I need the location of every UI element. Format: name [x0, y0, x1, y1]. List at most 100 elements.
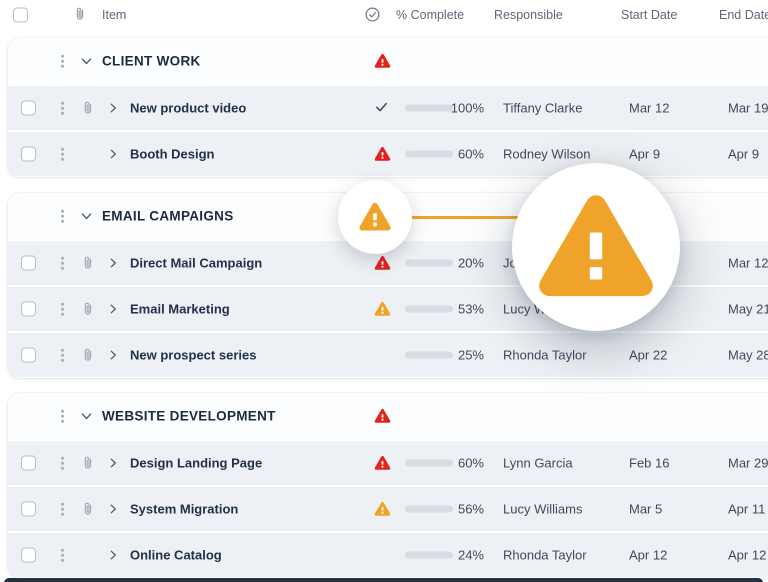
task-row[interactable]: System Migration 56% Lucy Williams Mar 5 Ap…	[8, 487, 768, 531]
end-date-value[interactable]: May 21	[728, 301, 768, 317]
section-warning-icon	[374, 408, 391, 425]
at-risk-warning-icon	[374, 255, 391, 272]
task-name[interactable]: Direct Mail Campaign	[130, 255, 263, 271]
start-date-column-header[interactable]: Start Date	[621, 8, 678, 22]
row-checkbox[interactable]	[21, 301, 36, 317]
start-date-value[interactable]: Mar 5	[629, 501, 663, 517]
drag-handle-icon[interactable]	[61, 348, 64, 362]
attachment-column-header[interactable]	[72, 6, 88, 22]
row-checkbox[interactable]	[21, 255, 36, 271]
chevron-right-icon[interactable]	[106, 256, 120, 270]
end-date-value[interactable]: May 28	[728, 347, 768, 363]
at-risk-warning-icon	[374, 146, 391, 163]
percent-complete-value[interactable]: 20%	[457, 255, 484, 271]
chevron-right-icon[interactable]	[106, 101, 120, 115]
drag-handle-icon[interactable]	[61, 502, 64, 516]
task-name[interactable]: Email Marketing	[130, 301, 230, 317]
responsible-value[interactable]: Tiffany Clarke	[503, 100, 583, 116]
chevron-right-icon[interactable]	[106, 502, 120, 516]
percent-complete-value[interactable]: 53%	[457, 301, 484, 317]
start-date-value[interactable]: Mar 12	[629, 100, 670, 116]
drag-handle-icon[interactable]	[61, 409, 64, 423]
drag-handle-icon[interactable]	[61, 456, 64, 470]
percent-complete-value[interactable]: 60%	[457, 146, 484, 162]
task-name[interactable]: Design Landing Page	[130, 455, 263, 471]
end-date-value[interactable]: Apr 12	[728, 547, 767, 563]
end-date-value[interactable]: Apr 9	[728, 146, 760, 162]
warning-icon-magnified	[534, 185, 658, 309]
chevron-down-icon[interactable]	[79, 209, 94, 224]
section-warning-icon	[374, 53, 391, 70]
progress-bar	[405, 305, 453, 313]
task-row[interactable]: Online Catalog 24% Rhonda Taylor Apr 12 Apr …	[8, 533, 768, 577]
row-checkbox[interactable]	[21, 501, 36, 517]
responsible-value[interactable]: Lucy Williams	[503, 501, 583, 517]
paperclip-icon[interactable]	[80, 347, 96, 363]
start-date-value[interactable]: Apr 12	[629, 547, 668, 563]
percent-complete-value[interactable]: 56%	[457, 501, 484, 517]
task-name[interactable]: Booth Design	[130, 146, 215, 162]
start-date-value[interactable]: Apr 22	[629, 347, 668, 363]
drag-handle-icon[interactable]	[61, 256, 64, 270]
start-date-value[interactable]: Feb 16	[629, 455, 670, 471]
responsible-value[interactable]: Rhonda Taylor	[503, 347, 587, 363]
start-date-value[interactable]: Apr 9	[629, 146, 661, 162]
section-header-row[interactable]: WEBSITE DEVELOPMENT	[8, 393, 768, 439]
paperclip-icon[interactable]	[80, 455, 96, 471]
end-date-value[interactable]: Mar 29	[728, 455, 768, 471]
drag-handle-icon[interactable]	[61, 101, 64, 115]
percent-complete-column-header[interactable]: % Complete	[396, 8, 465, 22]
chevron-down-icon[interactable]	[79, 54, 94, 69]
paperclip-icon[interactable]	[80, 301, 96, 317]
percent-complete-value[interactable]: 24%	[457, 547, 484, 563]
responsible-value[interactable]: Rhonda Taylor	[503, 547, 587, 563]
chevron-right-icon[interactable]	[106, 147, 120, 161]
paperclip-icon[interactable]	[80, 255, 96, 271]
percent-complete-value[interactable]: 60%	[457, 455, 484, 471]
task-row[interactable]: Booth Design 60% Rodney Wilson Apr 9 Apr 9	[8, 132, 768, 176]
status-column-header[interactable]	[364, 6, 381, 23]
row-checkbox[interactable]	[21, 100, 36, 116]
chevron-right-icon[interactable]	[106, 548, 120, 562]
row-checkbox[interactable]	[21, 347, 36, 363]
row-checkbox[interactable]	[21, 547, 36, 563]
responsible-column-header[interactable]: Responsible	[494, 8, 563, 22]
chevron-down-icon[interactable]	[79, 409, 94, 424]
item-column-header[interactable]: Item	[102, 8, 127, 22]
task-row[interactable]: Design Landing Page 60% Lynn Garcia Feb 16…	[8, 441, 768, 485]
paperclip-icon[interactable]	[80, 100, 96, 116]
task-name[interactable]: New prospect series	[130, 347, 257, 363]
drag-handle-icon[interactable]	[61, 548, 64, 562]
row-checkbox[interactable]	[21, 146, 36, 162]
end-date-value[interactable]: Apr 11	[728, 501, 766, 517]
drag-handle-icon[interactable]	[61, 147, 64, 161]
chevron-right-icon[interactable]	[106, 348, 120, 362]
paperclip-icon[interactable]	[80, 501, 96, 517]
drag-handle-icon[interactable]	[61, 209, 64, 223]
percent-complete-value[interactable]: 25%	[457, 347, 484, 363]
responsible-value[interactable]: Lynn Garcia	[503, 455, 573, 471]
progress-bar	[405, 104, 453, 112]
section-title[interactable]: WEBSITE DEVELOPMENT	[102, 408, 276, 424]
end-date-value[interactable]: Mar 12	[728, 255, 768, 271]
section-title[interactable]: CLIENT WORK	[102, 53, 201, 69]
task-row[interactable]: New product video 100% Tiffany Clarke Mar …	[8, 86, 768, 130]
drag-handle-icon[interactable]	[61, 54, 64, 68]
task-name[interactable]: Online Catalog	[130, 547, 222, 563]
task-name[interactable]: New product video	[130, 100, 247, 116]
drag-handle-icon[interactable]	[61, 302, 64, 316]
chevron-right-icon[interactable]	[106, 456, 120, 470]
end-date-value[interactable]: Mar 19	[728, 100, 768, 116]
task-row[interactable]: New prospect series 25% Rhonda Taylor Apr 2…	[8, 333, 768, 377]
task-name[interactable]: System Migration	[130, 501, 239, 517]
row-checkbox[interactable]	[21, 455, 36, 471]
callout-connector-line	[408, 216, 558, 219]
responsible-value[interactable]: Rodney Wilson	[503, 146, 591, 162]
complete-check-icon	[374, 100, 391, 117]
chevron-right-icon[interactable]	[106, 302, 120, 316]
percent-complete-value[interactable]: 100%	[450, 100, 484, 116]
section-title[interactable]: EMAIL CAMPAIGNS	[102, 208, 234, 224]
section-header-row[interactable]: CLIENT WORK	[8, 38, 768, 84]
end-date-column-header[interactable]: End Date	[719, 8, 768, 22]
select-all-checkbox[interactable]	[13, 7, 28, 23]
